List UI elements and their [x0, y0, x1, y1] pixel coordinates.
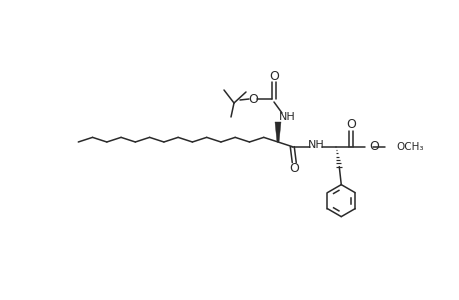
- Text: O: O: [269, 70, 278, 83]
- Text: O: O: [346, 118, 355, 131]
- Text: OCH₃: OCH₃: [395, 142, 423, 152]
- Text: O: O: [369, 140, 378, 153]
- Text: O: O: [247, 92, 257, 106]
- Text: NH: NH: [307, 140, 324, 150]
- Polygon shape: [274, 122, 280, 142]
- Text: O: O: [289, 162, 298, 175]
- Text: NH: NH: [278, 112, 295, 122]
